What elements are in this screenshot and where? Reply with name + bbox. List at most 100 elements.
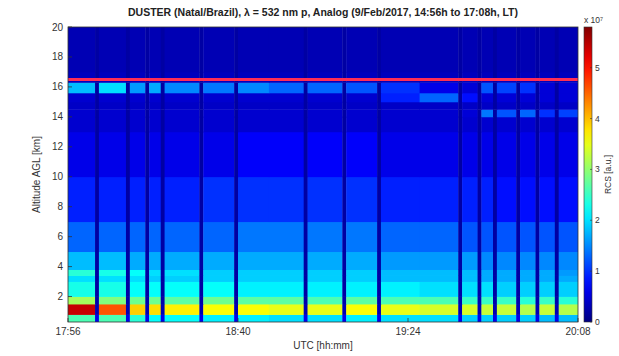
cell: [99, 304, 126, 315]
cell: [555, 282, 559, 297]
cell: [199, 82, 203, 93]
cell: [269, 117, 304, 132]
cell: [555, 132, 559, 177]
cell: [126, 177, 130, 222]
cell: [161, 270, 165, 276]
cell: [308, 102, 343, 110]
cell: [199, 27, 203, 72]
cell: [308, 93, 343, 102]
cell: [555, 315, 559, 322]
cell: [145, 27, 149, 72]
cell: [161, 132, 165, 177]
cell: [481, 315, 493, 322]
cell: [95, 102, 99, 110]
colorbar-tick-label: 5: [595, 63, 600, 73]
cell: [458, 252, 462, 270]
cell: [462, 109, 478, 117]
x-tick: [68, 318, 69, 322]
cell: [130, 222, 146, 252]
cell: [555, 27, 559, 72]
cell: [165, 222, 200, 252]
cell: [165, 102, 200, 110]
cell: [481, 109, 493, 117]
chart: 246810121416182017:5618:4019:2420:08UTC …: [0, 0, 619, 356]
cell: [145, 82, 149, 93]
cell: [130, 282, 146, 297]
cell: [481, 93, 493, 102]
cell: [481, 27, 493, 72]
cell: [165, 252, 200, 270]
cell: [555, 304, 559, 315]
cell: [493, 27, 497, 72]
cell: [420, 276, 459, 282]
cell: [130, 276, 146, 282]
y-tick-label: 10: [52, 171, 64, 182]
cell: [165, 109, 200, 117]
cell: [304, 315, 308, 322]
cell: [145, 297, 149, 305]
cell: [130, 93, 146, 102]
cell: [478, 270, 482, 276]
cell: [203, 304, 234, 315]
cell: [342, 222, 346, 252]
cell: [68, 177, 95, 222]
cell: [559, 109, 578, 117]
plot-frame: [68, 27, 578, 322]
cell: [377, 82, 381, 93]
cell: [377, 222, 381, 252]
cell: [420, 315, 459, 322]
cell: [559, 276, 578, 282]
cell: [481, 82, 493, 93]
cell: [68, 270, 95, 276]
colorbar-tick-label: 1: [595, 266, 600, 276]
cell: [342, 177, 346, 222]
colorbar-tick-label: 2: [595, 215, 600, 225]
cell: [516, 109, 520, 117]
cell: [234, 315, 238, 322]
cell: [458, 82, 462, 93]
cell: [126, 117, 130, 132]
cell: [99, 297, 126, 305]
cell: [269, 82, 304, 93]
cell: [346, 282, 377, 297]
cell: [95, 82, 99, 93]
cell: [308, 252, 343, 270]
cell: [126, 72, 130, 83]
cell: [555, 276, 559, 282]
cell: [346, 304, 377, 315]
cell: [539, 27, 555, 72]
x-tick-label: 18:40: [225, 326, 250, 337]
cell: [481, 102, 493, 110]
cell: [199, 132, 203, 177]
cell: [149, 93, 161, 102]
cell: [481, 282, 493, 297]
colorbar-tick: [590, 220, 592, 221]
cell: [481, 117, 493, 132]
cell: [458, 72, 462, 83]
y-tick: [68, 86, 72, 87]
cell: [559, 102, 578, 110]
cell: [99, 109, 126, 117]
cell: [238, 252, 269, 270]
y-tick-label: 16: [52, 81, 64, 92]
cell: [520, 93, 536, 102]
cell: [478, 222, 482, 252]
cell: [420, 82, 459, 93]
cell: [536, 93, 540, 102]
cell: [497, 109, 517, 117]
cell: [555, 222, 559, 252]
cell: [559, 222, 578, 252]
cell: [536, 297, 540, 305]
cell: [493, 82, 497, 93]
y-tick: [68, 146, 72, 147]
cell: [238, 93, 269, 102]
cell: [203, 27, 234, 72]
cell: [539, 270, 555, 276]
cell: [481, 297, 493, 305]
cell: [478, 117, 482, 132]
cell: [145, 315, 149, 322]
cells: [68, 27, 578, 322]
cell: [99, 282, 126, 297]
cell: [520, 282, 536, 297]
cell: [199, 72, 203, 83]
